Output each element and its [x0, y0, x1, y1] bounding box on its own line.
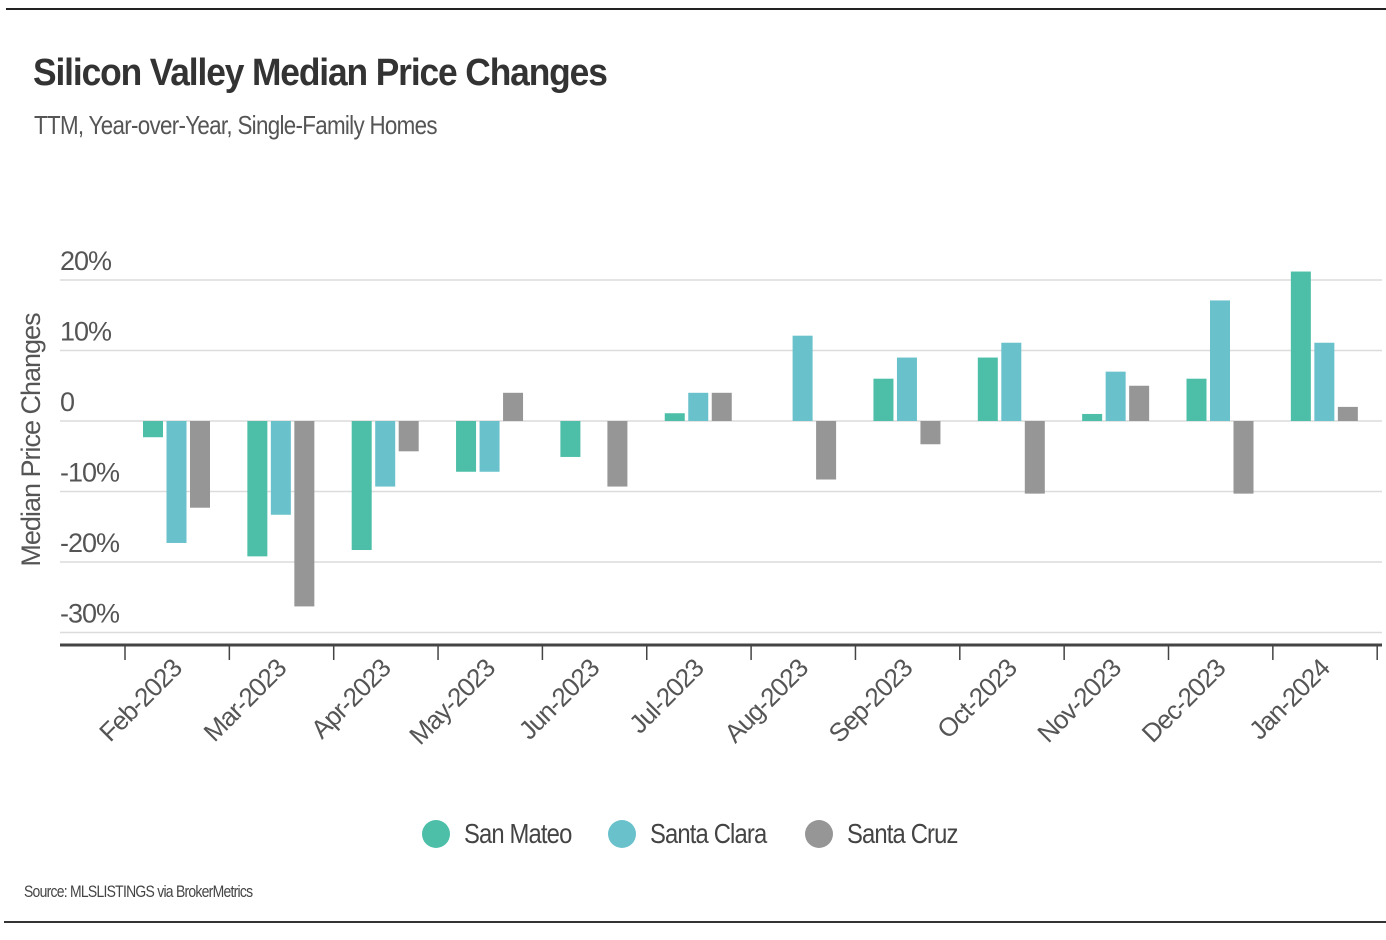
bar-san-mateo [247, 421, 268, 557]
bar-santa-cruz [294, 421, 315, 607]
bar-san-mateo [1082, 413, 1103, 421]
y-axis-ticks: 20% 10% 0 -10% -20% -30% [60, 246, 121, 629]
bar-santa-clara [1105, 371, 1126, 421]
bar-san-mateo [873, 378, 894, 421]
bar-santa-cruz [920, 421, 941, 445]
bar-san-mateo [664, 413, 685, 421]
bar-santa-clara [1314, 342, 1335, 421]
bars [143, 271, 1358, 607]
y-tick-label: -10% [60, 458, 120, 488]
bar-santa-clara [792, 335, 813, 421]
bar-santa-clara [688, 392, 709, 421]
bar-san-mateo [1186, 378, 1207, 421]
bar-santa-cruz [1024, 421, 1045, 494]
legend-marker-icon [608, 820, 637, 848]
y-tick-label: -30% [60, 599, 120, 629]
legend-item-san-mateo[interactable]: San Mateo [422, 818, 590, 850]
bar-santa-cruz [607, 421, 628, 487]
legend-marker-icon [805, 820, 834, 848]
x-axis: Feb-2023 Mar-2023 Apr-2023 May-2023 Jun-2023… [60, 643, 1382, 751]
top-rule [6, 8, 1386, 10]
x-tick-label: Jan-2024 [1243, 653, 1336, 746]
bar-santa-cruz [1337, 406, 1358, 421]
bar-santa-cruz [190, 421, 210, 508]
x-tick-label: Apr-2023 [305, 653, 397, 745]
y-tick-label: 0 [60, 387, 74, 417]
x-tick-label: Feb-2023 [93, 653, 188, 748]
bar-santa-clara [1001, 342, 1022, 421]
legend-label: Santa Clara [650, 818, 767, 849]
legend-item-santa-clara[interactable]: Santa Clara [608, 818, 787, 850]
bar-santa-clara [1210, 300, 1230, 421]
bar-santa-clara [896, 357, 917, 421]
x-tick-label: Aug-2023 [718, 653, 814, 749]
bar-san-mateo [977, 357, 998, 421]
bar-santa-clara [375, 421, 396, 487]
bar-santa-clara [270, 421, 291, 515]
bar-santa-cruz [711, 392, 732, 421]
legend-label: Santa Cruz [847, 818, 958, 849]
chart-title: Silicon Valley Median Price Changes [33, 52, 608, 94]
x-tick-label: Oct-2023 [931, 653, 1023, 745]
bar-chart: 20% 10% 0 -10% -20% -30% Median Price Changes… [16, 246, 1382, 751]
source-note: Source: MLSLISTINGS via BrokerMetrics [24, 882, 253, 901]
bar-santa-clara [166, 421, 187, 543]
chart-subtitle: TTM, Year-over-Year, Single-Family Homes [34, 110, 438, 140]
y-tick-label: 10% [60, 317, 112, 347]
bar-san-mateo [1290, 271, 1311, 421]
legend-marker-icon [422, 820, 450, 848]
bar-san-mateo [456, 421, 477, 472]
bar-santa-cruz [398, 421, 419, 452]
bar-san-mateo [560, 421, 581, 457]
x-tick-label: Dec-2023 [1136, 653, 1232, 749]
bar-san-mateo [143, 421, 163, 438]
x-tick-label: May-2023 [403, 653, 501, 751]
x-tick-label: Sep-2023 [823, 653, 919, 749]
legend-label: San Mateo [464, 818, 572, 849]
x-tick-label: Mar-2023 [198, 653, 293, 748]
bar-santa-cruz [816, 421, 837, 480]
x-tick-label: Jul-2023 [623, 653, 709, 739]
bottom-rule [4, 921, 1386, 923]
y-axis-label: Median Price Changes [16, 313, 46, 567]
bar-santa-clara [479, 421, 500, 472]
legend-item-santa-cruz[interactable]: Santa Cruz [805, 818, 977, 850]
legend: San Mateo Santa Clara Santa Cruz [422, 818, 995, 850]
bar-santa-cruz [503, 392, 524, 421]
y-tick-label: 20% [60, 246, 112, 276]
x-tick-label: Nov-2023 [1031, 653, 1127, 749]
bar-santa-cruz [1233, 421, 1254, 494]
x-tick-label: Jun-2023 [513, 653, 606, 746]
bar-santa-cruz [1129, 385, 1150, 421]
bar-san-mateo [351, 421, 372, 551]
y-tick-label: -20% [60, 528, 120, 558]
